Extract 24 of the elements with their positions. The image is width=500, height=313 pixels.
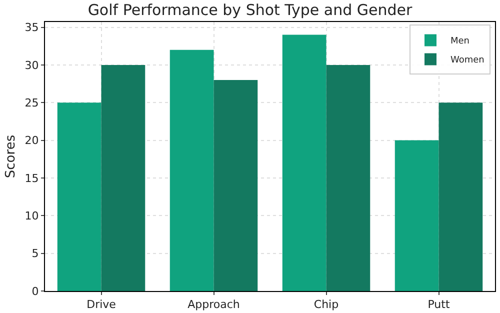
legend-label: Women [450,56,484,66]
bar [282,34,326,291]
x-tick-label: Approach [188,298,240,312]
bar [170,50,214,291]
y-tick-label: 20 [24,134,39,148]
bar [326,64,370,291]
y-tick-label: 15 [24,172,39,185]
bar [101,64,146,291]
y-tick-label: 10 [24,210,39,222]
bar [57,102,102,291]
y-axis-title: Scores [4,134,19,178]
y-tick-label: 5 [32,247,39,260]
y-tick-label: 35 [24,21,39,34]
x-tick-label: Chip [314,298,339,312]
bar [214,80,258,291]
y-tick-label: 25 [24,96,39,110]
bar [438,102,483,291]
y-tick-label: 0 [32,284,39,298]
x-tick-label: Putt [428,298,450,312]
legend-label: Men [450,36,470,47]
chart-title: Golf Performance by Shot Type and Gender [88,1,413,20]
x-tick-label: Drive [86,298,116,312]
y-tick-label: 30 [24,58,39,72]
bar [394,140,439,291]
